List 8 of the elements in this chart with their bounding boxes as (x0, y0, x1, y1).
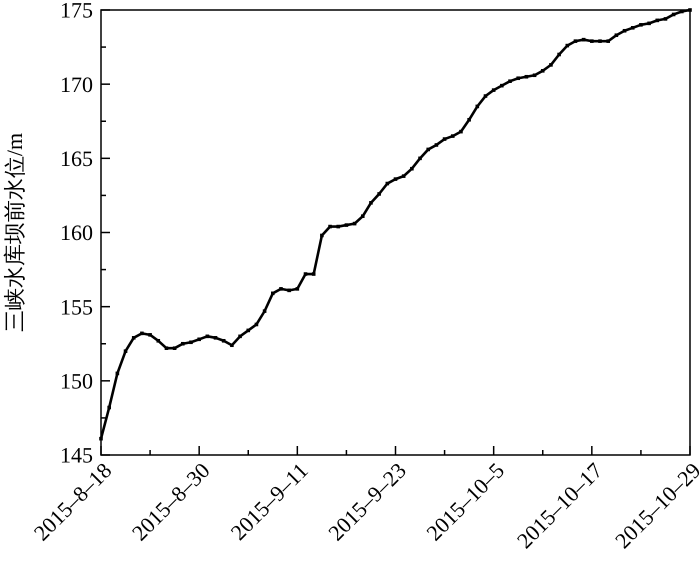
y-tick-label: 175 (60, 0, 93, 23)
y-tick-label: 145 (60, 442, 93, 468)
y-tick-label: 155 (60, 294, 93, 320)
y-tick-label: 165 (60, 146, 93, 172)
y-axis-title: 三峡水库坝前水位/m (2, 132, 27, 332)
y-tick-label: 160 (60, 220, 93, 246)
y-tick-label: 150 (60, 368, 93, 394)
y-tick-label: 170 (60, 72, 93, 97)
